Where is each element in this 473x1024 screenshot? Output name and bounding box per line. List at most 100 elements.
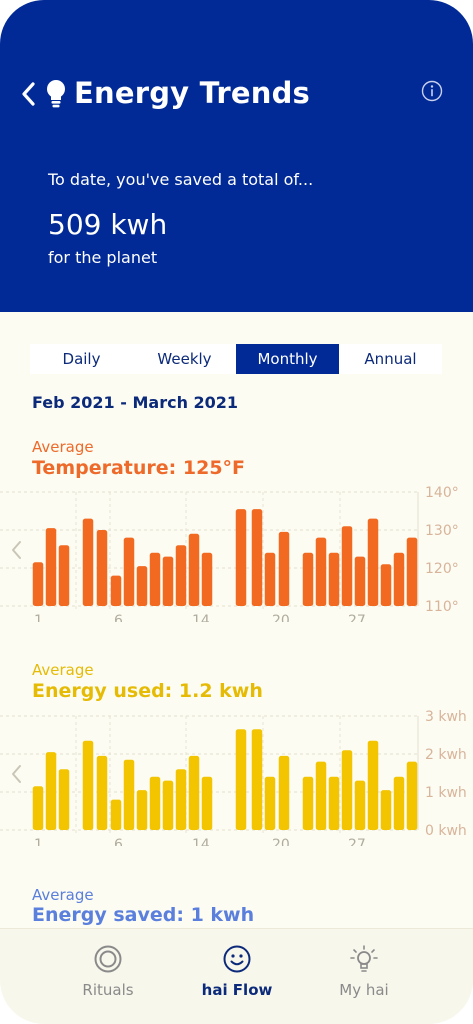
tab-monthly[interactable]: Monthly [236,344,339,374]
chart-bar [96,755,108,830]
x-tick-label: 1 [34,613,43,622]
y-tick-label: 140° [425,485,459,501]
nav-my-hai-label: My hai [339,981,389,999]
tab-weekly[interactable]: Weekly [157,350,212,368]
chart-bar [278,755,290,830]
y-tick-label: 2 kwh [425,747,467,763]
header: Energy Trends To date, you've saved a to… [0,0,473,312]
savings-total: 509 kwh [48,208,168,241]
x-tick-label: 14 [192,613,210,622]
date-range: Feb 2021 - March 2021 [32,393,239,412]
y-tick-label: 1 kwh [425,785,467,801]
x-tick-label: 1 [34,837,43,846]
y-tick-label: 3 kwh [425,709,467,725]
y-tick-label: 120° [425,561,459,577]
tab-daily[interactable]: Daily [62,350,101,368]
chart-bar [264,552,276,606]
chart-bar [380,564,392,606]
chart-bar [110,799,122,830]
chart-bar [235,509,247,606]
chart-bar [188,533,200,606]
nav-hai-flow-label: hai Flow [201,981,273,999]
chart-bar [162,556,174,606]
chevron-left-icon[interactable] [18,80,40,108]
chart-bar [341,750,353,830]
chart-bar [328,552,340,606]
x-tick-label: 14 [192,837,210,846]
chart-bar [32,562,44,606]
nav-my-hai[interactable]: My hai [304,943,424,999]
chart-bar [302,552,314,606]
chart-bar [235,729,247,830]
chart-bar [315,761,327,830]
nav-rituals[interactable]: Rituals [48,943,168,999]
chart-bar [393,552,405,606]
x-tick-label: 20 [272,613,290,622]
x-tick-label: 27 [348,837,366,846]
chart-bar [82,740,94,830]
nav-rituals-label: Rituals [82,981,134,999]
chevron-left-icon[interactable] [12,541,21,559]
chart-bar [264,776,276,830]
y-tick-label: 0 kwh [425,823,467,839]
chart-bar [149,552,161,606]
chevron-left-icon[interactable] [12,765,21,783]
chart-bar [393,776,405,830]
chart-bar [175,545,187,606]
chart-bar [123,537,135,606]
smiley-icon [223,945,251,973]
x-tick-label: 6 [114,613,123,622]
energy-saved-average-value: Energy saved: 1 kwh [32,904,255,926]
period-tabs: Daily Weekly Monthly Annual [30,344,442,374]
target-icon [94,945,122,973]
temperature-average-label: Average [32,438,94,456]
chart-bar [136,790,148,830]
chart-bar [162,780,174,830]
chart-bar [302,776,314,830]
savings-subtitle: for the planet [48,248,158,267]
chart-bar [149,776,161,830]
chart-bar [406,761,418,830]
chart-bar [136,566,148,606]
chart-bar [354,780,366,830]
chart-bar [315,537,327,606]
chart-bar [354,556,366,606]
lightbulb-icon [47,80,65,108]
chart-bar [96,530,108,606]
chart-bar [58,769,70,830]
nav-hai-flow[interactable]: hai Flow [177,943,297,999]
chart-bar [45,528,57,606]
chart-bar [58,545,70,606]
chart-bar [367,518,379,606]
tab-annual[interactable]: Annual [364,350,417,368]
temperature-average-value: Temperature: 125°F [32,457,246,479]
chart-bar [201,552,213,606]
chart-bar [367,740,379,830]
chart-bar [110,575,122,606]
chart-bar [123,759,135,830]
savings-lead-text: To date, you've saved a total of... [48,170,314,189]
bottom-nav: Rituals hai Flow My hai [0,928,473,1024]
chart-bar [188,755,200,830]
info-icon[interactable] [421,80,443,102]
chart-bar [251,729,263,830]
x-tick-label: 6 [114,837,123,846]
chart-bar [82,518,94,606]
chart-bar [341,526,353,606]
energy-used-average-value: Energy used: 1.2 kwh [32,680,263,702]
page-title: Energy Trends [74,76,311,110]
temperature-chart: 140° 130° 120° 110° 1 6 14 20 27 [0,485,459,622]
y-tick-label: 110° [425,599,459,615]
chart-bar [380,790,392,830]
chart-bar [278,531,290,606]
y-tick-label: 130° [425,523,459,539]
energy-used-chart: 3 kwh 2 kwh 1 kwh 0 kwh 1 6 14 20 27 [0,709,467,846]
chart-bar [32,786,44,830]
chart-bar [175,769,187,830]
chart-bar [45,752,57,830]
x-tick-label: 20 [272,837,290,846]
energy-used-average-label: Average [32,661,94,679]
chart-bar [328,776,340,830]
energy-saved-average-label: Average [32,886,94,904]
